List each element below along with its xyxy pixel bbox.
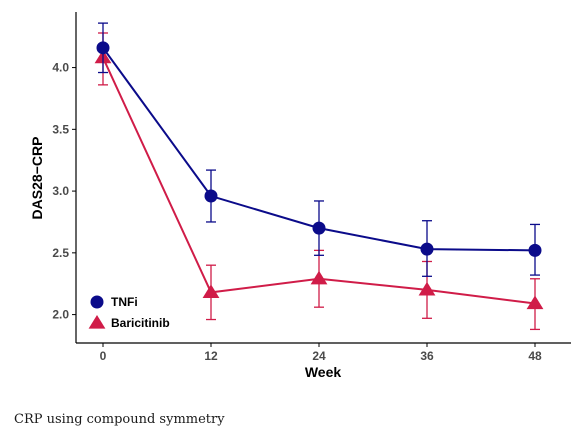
data-point xyxy=(202,284,220,298)
y-tick-label: 3.0 xyxy=(52,184,69,198)
x-tick-label: 12 xyxy=(204,349,218,363)
y-tick-label: 2.5 xyxy=(52,246,69,260)
y-tick-label: 2.0 xyxy=(52,308,69,322)
x-ticks: 0 12 24 36 48 xyxy=(100,343,542,363)
series-tnfi xyxy=(96,22,542,277)
data-point xyxy=(204,189,218,203)
x-tick-label: 0 xyxy=(100,349,107,363)
data-point xyxy=(526,295,544,310)
data-point xyxy=(420,242,434,256)
x-axis-title: Week xyxy=(305,364,342,380)
data-point xyxy=(528,243,542,257)
data-point xyxy=(96,41,110,55)
legend-label: TNFi xyxy=(111,295,138,309)
data-point xyxy=(312,221,326,235)
y-tick-label: 4.0 xyxy=(52,61,69,75)
axes xyxy=(75,12,571,344)
series-baricitinib xyxy=(94,32,544,331)
plot-area xyxy=(94,22,544,331)
legend-marker-tnfi xyxy=(90,295,104,309)
x-tick-label: 36 xyxy=(420,349,434,363)
x-tick-label: 48 xyxy=(528,349,542,363)
y-axis-title: DAS28−CRP xyxy=(29,137,45,220)
chart: 2.0 2.5 3.0 3.5 4.0 0 12 24 36 48 Week DAS28−CRP… xyxy=(29,12,571,380)
legend: TNFi Baricitinib xyxy=(88,295,170,330)
data-point xyxy=(418,281,436,296)
figure-caption: CRP using compound symmetry xyxy=(14,412,225,427)
x-tick-label: 24 xyxy=(312,349,326,363)
data-point xyxy=(310,270,328,285)
y-tick-label: 3.5 xyxy=(52,122,69,136)
legend-label: Baricitinib xyxy=(111,316,170,330)
legend-marker-baricitinib xyxy=(88,315,106,329)
y-ticks: 2.0 2.5 3.0 3.5 4.0 xyxy=(52,61,76,322)
